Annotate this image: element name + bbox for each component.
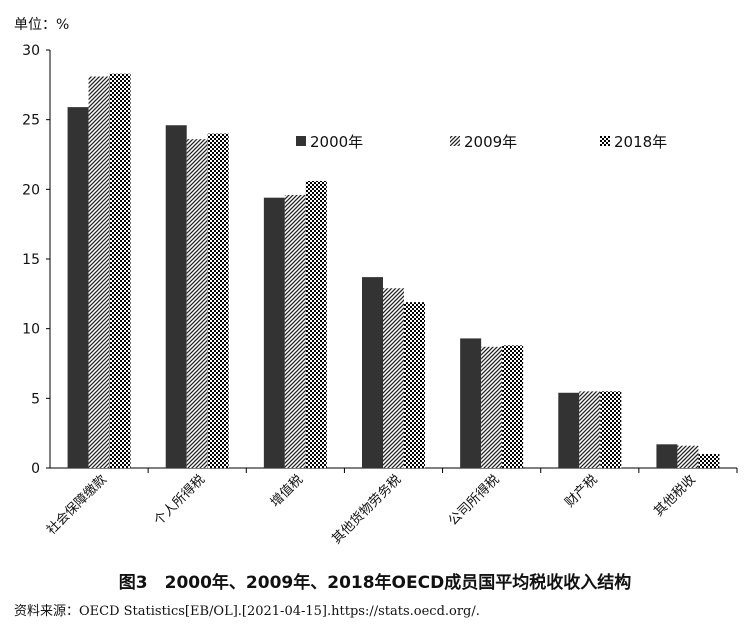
bar-2009年-社会保障缴款 xyxy=(88,76,110,469)
category-label: 增值税 xyxy=(267,472,306,511)
bar-2000年-增值税 xyxy=(263,197,285,468)
chart-legend: 2000年 2009年 2018年 xyxy=(296,133,667,151)
category-label: 其他货物劳务税 xyxy=(329,472,405,548)
category-label: 公司所得税 xyxy=(445,472,502,529)
bar-2018年-增值税 xyxy=(305,180,327,468)
bar-2000年-社会保障缴款 xyxy=(67,107,89,469)
bar-2018年-公司所得税 xyxy=(502,345,524,468)
bar-2000年-个人所得税 xyxy=(165,125,187,469)
unit-label: 单位：% xyxy=(14,17,70,33)
legend-label: 2000年 xyxy=(310,133,363,151)
source-note: 资料来源：OECD Statistics[EB/OL].[2021-04-15]… xyxy=(14,604,480,619)
bar-2018年-其他税收 xyxy=(698,454,720,468)
bar-2000年-其他货物劳务税 xyxy=(362,277,383,468)
bar-2018年-其他货物劳务税 xyxy=(404,302,425,468)
y-tick-label: 25 xyxy=(22,113,40,129)
bar-2018年-个人所得税 xyxy=(207,133,229,468)
legend-swatch-2000年 xyxy=(296,136,306,146)
category-label: 财产税 xyxy=(562,472,600,510)
legend-label: 2009年 xyxy=(464,133,517,151)
bar-2018年-财产税 xyxy=(600,391,622,468)
bar-2009年-个人所得税 xyxy=(186,139,208,468)
chart-bars xyxy=(67,73,720,469)
category-label: 社会保障缴款 xyxy=(43,472,109,538)
bar-2009年-公司所得税 xyxy=(481,346,503,468)
y-tick-label: 15 xyxy=(22,252,40,268)
legend-swatch-2018年 xyxy=(600,136,610,146)
category-label: 个人所得税 xyxy=(151,472,208,529)
y-tick-label: 10 xyxy=(22,322,40,338)
y-tick-label: 30 xyxy=(22,43,40,59)
bar-2000年-财产税 xyxy=(558,392,580,468)
legend-swatch-2009年 xyxy=(450,136,460,146)
bar-chart: 0 5 10 15 20 25 30 社会保障缴款 个人所得税 增值税 其他货物劳务税 公司所得税 财产… xyxy=(22,43,738,548)
category-label: 其他税收 xyxy=(651,472,698,519)
y-tick-label: 5 xyxy=(31,391,40,407)
bar-2009年-其他货物劳务税 xyxy=(383,288,404,468)
bar-2009年-其他税收 xyxy=(677,445,699,468)
bar-2000年-其他税收 xyxy=(656,444,678,468)
bar-2018年-社会保障缴款 xyxy=(109,73,131,468)
bar-2000年-公司所得税 xyxy=(460,338,482,468)
legend-label: 2018年 xyxy=(614,133,667,151)
y-tick-label: 20 xyxy=(22,182,40,198)
figure-caption: 图3 2000年、2009年、2018年OECD成员国平均税收收入结构 xyxy=(118,573,632,593)
y-tick-label: 0 xyxy=(31,461,40,477)
bar-2009年-财产税 xyxy=(579,391,601,468)
bar-2009年-增值税 xyxy=(284,194,306,468)
